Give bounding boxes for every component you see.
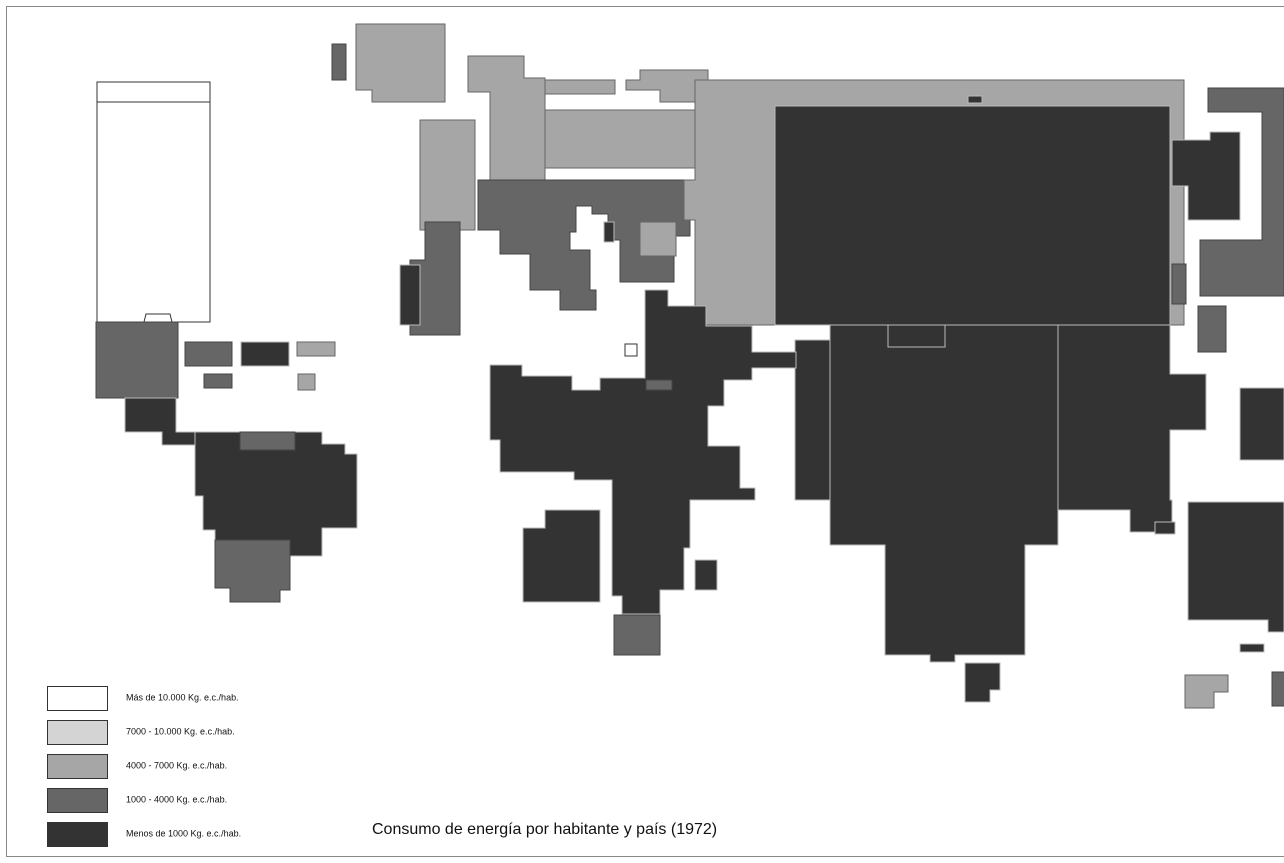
country (184, 341, 233, 367)
country (96, 81, 211, 103)
country (194, 431, 358, 557)
country (355, 23, 446, 103)
legend-swatch (47, 788, 108, 813)
countries (95, 23, 1284, 709)
country (624, 343, 638, 357)
legend-swatch (47, 686, 108, 711)
country (1271, 671, 1284, 707)
country (1171, 131, 1241, 221)
country (645, 379, 673, 391)
country (1239, 387, 1284, 461)
legend-label: Menos de 1000 Kg. e.c./hab. (126, 828, 241, 838)
country (477, 179, 691, 311)
legend: Más de 10.000 Kg. e.c./hab. 7000 - 10.000… (47, 686, 241, 847)
legend-swatch (47, 720, 108, 745)
country (522, 509, 601, 603)
country (613, 614, 661, 656)
country (1171, 263, 1187, 305)
legend-label: Más de 10.000 Kg. e.c./hab. (126, 692, 239, 702)
country (544, 79, 616, 95)
country (331, 43, 347, 81)
country (239, 431, 296, 451)
country (1199, 87, 1284, 297)
country (1184, 674, 1229, 709)
country (1154, 521, 1176, 535)
country (1197, 305, 1227, 353)
country (95, 321, 179, 399)
country (774, 105, 1171, 326)
country (240, 341, 290, 367)
country (964, 662, 1001, 703)
country (467, 55, 546, 201)
country (603, 221, 615, 243)
country (544, 109, 701, 169)
country (967, 95, 983, 104)
legend-label: 4000 - 7000 Kg. e.c./hab. (126, 760, 227, 770)
country (887, 324, 946, 348)
legend-label: 1000 - 4000 Kg. e.c./hab. (126, 794, 227, 804)
country (399, 264, 421, 326)
legend-swatch (47, 754, 108, 779)
country (124, 397, 196, 446)
country (96, 101, 211, 323)
country (694, 559, 718, 591)
country (419, 119, 476, 231)
country (829, 324, 1059, 663)
frame (6, 6, 1284, 857)
country (203, 373, 233, 389)
country (489, 289, 797, 615)
country (1187, 501, 1284, 633)
legend-swatch (47, 822, 108, 847)
country (297, 373, 316, 391)
country (409, 221, 461, 336)
country (794, 339, 831, 501)
country (639, 221, 677, 257)
country (1057, 324, 1207, 533)
map-title: Consumo de energía por habitante y país … (372, 821, 717, 838)
country (214, 539, 291, 603)
legend-label: 7000 - 10.000 Kg. e.c./hab. (126, 726, 235, 736)
country (1239, 643, 1265, 653)
country (296, 341, 336, 357)
